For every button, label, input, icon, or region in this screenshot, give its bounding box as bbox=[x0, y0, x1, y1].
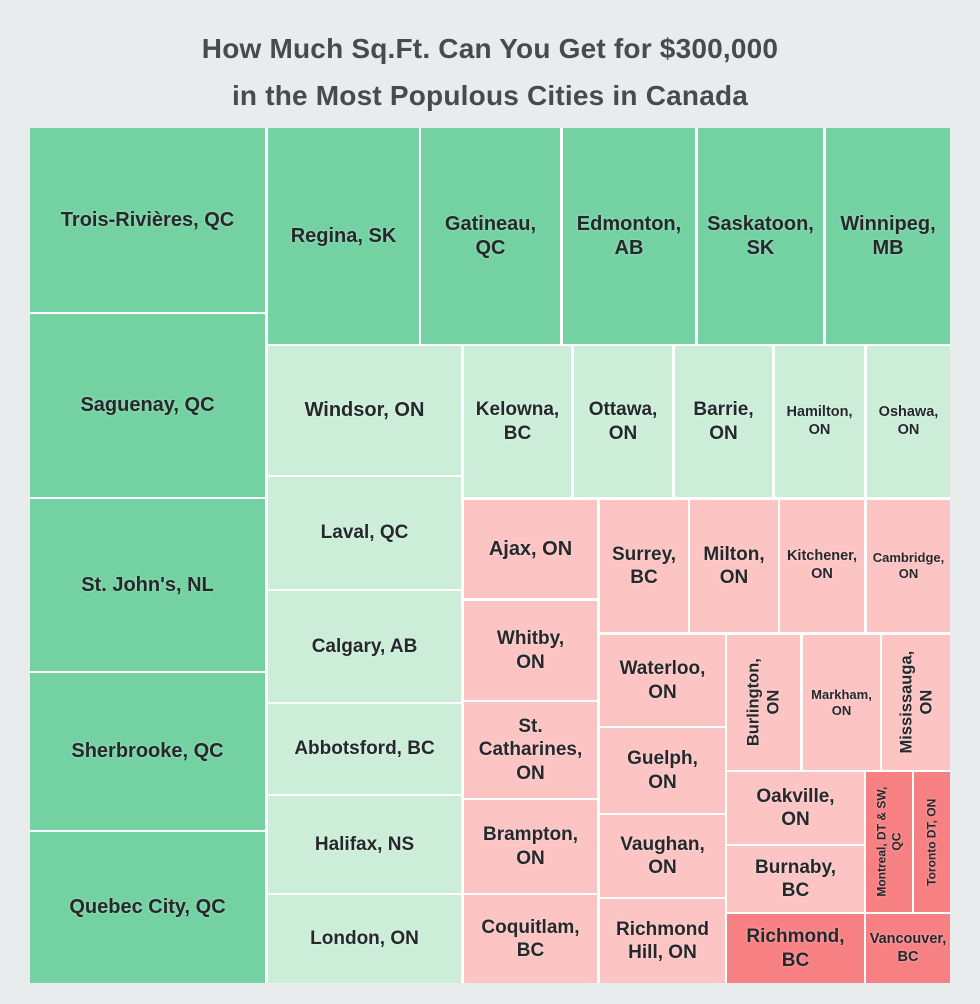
cell-label: Ajax, ON bbox=[488, 537, 573, 560]
treemap-cell-london-on: London, ON bbox=[268, 895, 461, 983]
treemap-cell-oakville-on: Oakville, ON bbox=[727, 772, 864, 844]
treemap-cell-saguenay-qc: Saguenay, QC bbox=[30, 314, 265, 497]
treemap-cell-edmonton-ab: Edmonton, AB bbox=[563, 128, 695, 344]
treemap-cell-oshawa-on: Oshawa, ON bbox=[867, 346, 950, 497]
treemap-cell-coquitlam-bc: Coquitlam, BC bbox=[464, 895, 597, 983]
cell-label: Burlington, ON bbox=[744, 658, 783, 747]
treemap-cell-ajax-on: Ajax, ON bbox=[464, 500, 597, 598]
cell-label: Montreal, DT & SW, QC bbox=[874, 787, 903, 898]
cell-label: St. Catharines, ON bbox=[478, 716, 583, 784]
treemap-cell-laval-qc: Laval, QC bbox=[268, 477, 461, 589]
treemap-cell-barrie-on: Barrie, ON bbox=[675, 346, 772, 497]
treemap-cell-burlington-on: Burlington, ON bbox=[727, 635, 800, 770]
cell-label: Guelph, ON bbox=[627, 748, 698, 793]
treemap-cell-waterloo-on: Waterloo, ON bbox=[600, 635, 725, 726]
cell-label: Coquitlam, BC bbox=[481, 916, 580, 961]
treemap-cell-guelph-on: Guelph, ON bbox=[600, 728, 725, 813]
treemap-cell-vancouver-bc: Vancouver, BC bbox=[866, 914, 950, 983]
treemap-cell-brampton-on: Brampton, ON bbox=[464, 800, 597, 893]
treemap-cell-hamilton-on: Hamilton, ON bbox=[775, 346, 864, 497]
treemap-cell-winnipeg-mb: Winnipeg, MB bbox=[826, 128, 950, 344]
cell-label: Burnaby, BC bbox=[755, 856, 836, 901]
cell-label: Quebec City, QC bbox=[69, 896, 226, 919]
treemap-chart: Trois-Rivières, QC Saguenay, QC St. John's… bbox=[30, 128, 950, 983]
treemap-cell-richmond-bc: Richmond, BC bbox=[727, 914, 864, 983]
cell-label: Laval, QC bbox=[320, 522, 409, 544]
cell-label: Waterloo, ON bbox=[619, 658, 706, 703]
cell-label: Saguenay, QC bbox=[80, 394, 215, 417]
cell-label: Richmond Hill, ON bbox=[616, 918, 709, 963]
cell-label: Edmonton, AB bbox=[576, 212, 682, 259]
cell-label: St. John's, NL bbox=[81, 573, 214, 596]
treemap-cell-abbotsford-bc: Abbotsford, BC bbox=[268, 704, 461, 794]
cell-label: Sherbrooke, QC bbox=[71, 740, 224, 763]
treemap-cell-st-catharines-on: St. Catharines, ON bbox=[464, 702, 597, 798]
treemap-cell-regina-sk: Regina, SK bbox=[268, 128, 419, 344]
page-title: How Much Sq.Ft. Can You Get for $300,000… bbox=[0, 0, 980, 119]
treemap-cell-ottawa-on: Ottawa, ON bbox=[574, 346, 672, 497]
cell-label: Kitchener, ON bbox=[786, 548, 858, 582]
cell-label: Kelowna, BC bbox=[475, 399, 560, 444]
treemap-cell-trois-rivi-res-qc: Trois-Rivières, QC bbox=[30, 128, 265, 312]
treemap-cell-burnaby-bc: Burnaby, BC bbox=[727, 846, 864, 912]
cell-label: Brampton, ON bbox=[483, 824, 578, 869]
treemap-cell-mississauga-on: Mississauga, ON bbox=[882, 635, 950, 770]
cell-label: London, ON bbox=[310, 928, 419, 950]
page-title-line-2: in the Most Populous Cities in Canada bbox=[231, 80, 749, 111]
cell-label: Toronto DT, ON bbox=[924, 798, 939, 886]
cell-label: Vaughan, ON bbox=[620, 833, 705, 878]
treemap-cell-cambridge-on: Cambridge, ON bbox=[867, 500, 950, 632]
treemap-cell-milton-on: Milton, ON bbox=[690, 500, 778, 632]
page-title-line-1: How Much Sq.Ft. Can You Get for $300,000 bbox=[201, 33, 779, 64]
cell-label: Hamilton, ON bbox=[786, 403, 853, 438]
cell-label: Calgary, AB bbox=[311, 635, 418, 657]
cell-label: Oakville, ON bbox=[756, 785, 835, 830]
cell-label: Trois-Rivières, QC bbox=[60, 208, 235, 231]
treemap-cell-kitchener-on: Kitchener, ON bbox=[780, 500, 864, 632]
treemap-cell-surrey-bc: Surrey, BC bbox=[600, 500, 688, 632]
cell-label: Richmond, BC bbox=[746, 926, 845, 971]
treemap-cell-gatineau-qc: Gatineau, QC bbox=[421, 128, 560, 344]
cell-label: Mississauga, ON bbox=[896, 651, 935, 754]
cell-label: Oshawa, ON bbox=[878, 403, 939, 438]
cell-label: Regina, SK bbox=[290, 224, 397, 247]
treemap-cell-saskatoon-sk: Saskatoon, SK bbox=[698, 128, 823, 344]
treemap-cell-markham-on: Markham, ON bbox=[803, 635, 880, 770]
treemap-cell-quebec-city-qc: Quebec City, QC bbox=[30, 832, 265, 983]
cell-label: Vancouver, BC bbox=[869, 930, 947, 965]
treemap-cell-windsor-on: Windsor, ON bbox=[268, 346, 461, 475]
cell-label: Milton, ON bbox=[703, 543, 765, 588]
cell-label: Whitby, ON bbox=[496, 628, 565, 673]
treemap-cell-calgary-ab: Calgary, AB bbox=[268, 591, 461, 702]
cell-label: Windsor, ON bbox=[304, 399, 425, 422]
treemap-cell-st-john-s-nl: St. John's, NL bbox=[30, 499, 265, 671]
treemap-cell-kelowna-bc: Kelowna, BC bbox=[464, 346, 571, 497]
treemap-cell-halifax-ns: Halifax, NS bbox=[268, 796, 461, 893]
cell-label: Cambridge, ON bbox=[872, 550, 945, 581]
treemap-cell-vaughan-on: Vaughan, ON bbox=[600, 815, 725, 897]
cell-label: Markham, ON bbox=[811, 686, 872, 718]
cell-label: Winnipeg, MB bbox=[840, 212, 936, 259]
cell-label: Saskatoon, SK bbox=[707, 212, 814, 259]
treemap-cell-whitby-on: Whitby, ON bbox=[464, 601, 597, 700]
cell-label: Abbotsford, BC bbox=[294, 738, 435, 760]
treemap-cell-toronto-dt-on: Toronto DT, ON bbox=[914, 772, 950, 912]
treemap-cell-richmond-hill-on: Richmond Hill, ON bbox=[600, 899, 725, 983]
cell-label: Surrey, BC bbox=[611, 543, 677, 588]
cell-label: Halifax, NS bbox=[314, 833, 415, 855]
cell-label: Ottawa, ON bbox=[588, 399, 658, 444]
treemap-cell-sherbrooke-qc: Sherbrooke, QC bbox=[30, 673, 265, 830]
treemap-cell-montreal-dt-sw-qc: Montreal, DT & SW, QC bbox=[866, 772, 912, 912]
cell-label: Gatineau, QC bbox=[444, 212, 537, 259]
cell-label: Barrie, ON bbox=[693, 399, 754, 444]
